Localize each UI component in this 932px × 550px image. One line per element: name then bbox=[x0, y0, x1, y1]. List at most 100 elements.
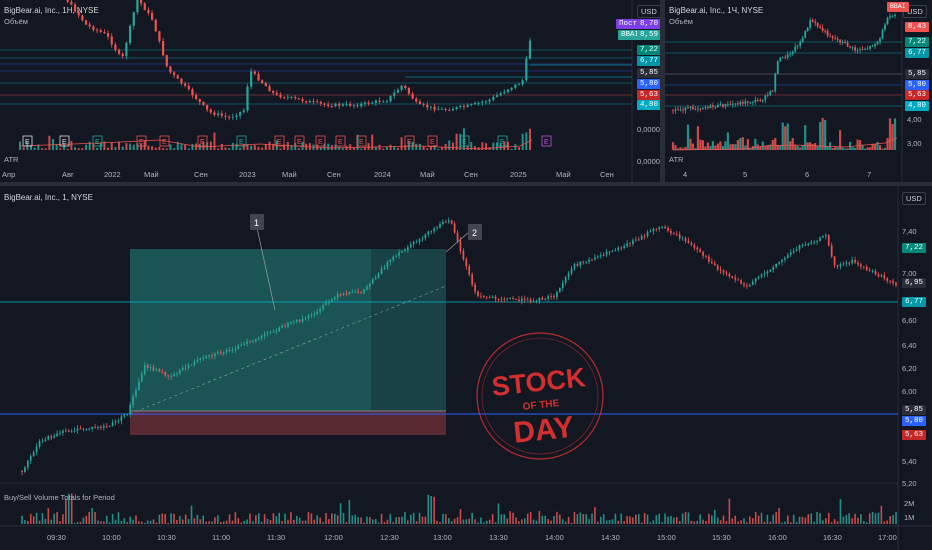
earnings-marker-letter: E bbox=[162, 139, 167, 146]
tl-candle-body bbox=[393, 92, 396, 96]
tr-volume-bar bbox=[831, 148, 834, 150]
tr-price-3-00: 3,00 bbox=[907, 139, 922, 148]
main-candle-body bbox=[675, 234, 678, 236]
main-volume-bar bbox=[477, 522, 479, 524]
main-candle-body bbox=[778, 262, 780, 264]
tr-price-6-77: 6,77 bbox=[905, 48, 930, 58]
earnings-marker-letter: E bbox=[318, 139, 323, 146]
main-chart-pane[interactable]: 1 2 STOCK OF THE DAY BigBear.ai, Inc., 1, NY… bbox=[0, 186, 932, 550]
long-position-loss-zone bbox=[130, 411, 446, 435]
main-currency-button[interactable]: USD bbox=[902, 192, 926, 205]
main-volume-bar bbox=[418, 512, 421, 524]
main-candle-body bbox=[465, 259, 468, 267]
tl-candle-body bbox=[352, 105, 355, 107]
main-candle-body bbox=[494, 296, 497, 299]
main-candle-body bbox=[199, 358, 202, 361]
main-candle-body bbox=[535, 300, 538, 302]
tl-candle-body bbox=[154, 19, 157, 32]
main-volume-bar bbox=[284, 513, 286, 524]
main-candle-body bbox=[184, 367, 187, 369]
vertical-pane-divider[interactable] bbox=[660, 0, 665, 182]
main-candle-body bbox=[664, 227, 666, 229]
time-axis-label: 6 bbox=[805, 170, 810, 179]
main-price-tag: 6,77 bbox=[902, 297, 927, 307]
tr-candle-body bbox=[801, 37, 804, 42]
tr-volume-bar bbox=[779, 145, 782, 150]
tl-price-7-22: 7,22 bbox=[637, 45, 660, 55]
main-price-tag: 5,85 bbox=[902, 405, 927, 415]
main-volume-bar bbox=[301, 520, 304, 524]
tl-volume-bar bbox=[154, 147, 157, 150]
main-volume-bar bbox=[602, 514, 605, 524]
main-volume-bar bbox=[509, 511, 511, 524]
tr-volume-bar bbox=[863, 148, 867, 150]
top-left-chart-pane[interactable]: E E E E E E E E E E E E E E E E E BigBear.ai, Inc., 1Н, … bbox=[0, 0, 660, 182]
tl-volume-bar bbox=[462, 128, 465, 150]
tl-volume-bar bbox=[92, 143, 95, 150]
top-left-currency-button[interactable]: USD bbox=[637, 5, 660, 18]
earnings-marker-box bbox=[59, 135, 70, 147]
main-volume-bar bbox=[705, 521, 707, 524]
main-volume-bar bbox=[611, 519, 614, 524]
tl-volume-bar bbox=[415, 143, 418, 150]
tl-candle-body bbox=[165, 55, 168, 67]
tr-volume-bar bbox=[689, 138, 692, 150]
tl-candle-body bbox=[440, 109, 444, 110]
tr-candle-body bbox=[776, 61, 779, 74]
time-axis-label: Сен bbox=[194, 170, 208, 179]
main-volume-bar bbox=[635, 514, 637, 524]
main-candle-body bbox=[269, 332, 272, 334]
tr-price-5-85: 5,85 bbox=[905, 69, 930, 79]
top-left-symbol-title[interactable]: BigBear.ai, Inc., 1Н, NYSE bbox=[4, 6, 99, 15]
tl-candle-body bbox=[404, 85, 407, 89]
tl-candle-body bbox=[444, 109, 447, 111]
earnings-marker-box bbox=[315, 135, 326, 147]
horizontal-pane-divider[interactable] bbox=[0, 182, 932, 186]
time-axis-label: Апр bbox=[2, 170, 16, 179]
main-volume-bar bbox=[269, 520, 272, 524]
main-candle-body bbox=[512, 298, 514, 300]
top-right-symbol-title[interactable]: BigBear.ai, Inc., 1Ч, NYSE bbox=[669, 6, 764, 15]
tr-candle-body bbox=[859, 49, 861, 51]
main-volume-bar bbox=[152, 519, 155, 524]
tl-candle-body bbox=[341, 104, 344, 106]
main-volume-bar bbox=[556, 511, 558, 524]
volume-indicator-label[interactable]: Buy/Sell Volume Totals for Period bbox=[4, 493, 115, 502]
tr-volume-bar bbox=[876, 141, 879, 150]
main-volume-bar bbox=[471, 512, 473, 524]
tr-volume-bar bbox=[769, 144, 772, 150]
tl-atr-scale-zero: 0,0000 bbox=[637, 157, 660, 166]
main-candle-body bbox=[570, 268, 573, 274]
main-volume-bar bbox=[173, 513, 175, 524]
main-volume-bar bbox=[383, 521, 386, 524]
tl-volume-bar bbox=[88, 141, 91, 150]
tr-volume-bar bbox=[851, 147, 854, 150]
top-right-chart-canvas[interactable] bbox=[665, 0, 932, 182]
tl-volume-bar bbox=[239, 147, 242, 150]
main-volume-bar bbox=[871, 511, 874, 524]
main-volume-bar bbox=[62, 514, 64, 524]
main-candle-body bbox=[47, 436, 50, 440]
main-volume-bar bbox=[252, 521, 254, 524]
main-candle-body bbox=[599, 255, 602, 257]
main-volume-bar bbox=[377, 522, 380, 524]
tl-volume-bar bbox=[96, 147, 99, 150]
main-candle-body bbox=[886, 278, 889, 281]
main-candle-body bbox=[120, 416, 123, 421]
main-symbol-title[interactable]: BigBear.ai, Inc., 1, NYSE bbox=[4, 193, 93, 202]
tr-candle-body bbox=[712, 105, 714, 107]
tl-volume-bar bbox=[448, 140, 451, 150]
time-axis-label: Май bbox=[144, 170, 159, 179]
main-candle-body bbox=[290, 321, 292, 324]
bbai-tag: BBAI bbox=[618, 30, 643, 40]
main-volume-bar bbox=[363, 522, 365, 524]
main-candle-body bbox=[643, 235, 646, 237]
main-candle-body bbox=[865, 267, 868, 271]
tl-volume-bar bbox=[404, 145, 407, 150]
top-right-chart-pane[interactable]: BigBear.ai, Inc., 1Ч, NYSE Объём ATR USD… bbox=[665, 0, 932, 182]
main-candle-body bbox=[813, 241, 816, 243]
main-volume-bar bbox=[801, 516, 804, 524]
earnings-marker-letter: E bbox=[95, 139, 100, 146]
